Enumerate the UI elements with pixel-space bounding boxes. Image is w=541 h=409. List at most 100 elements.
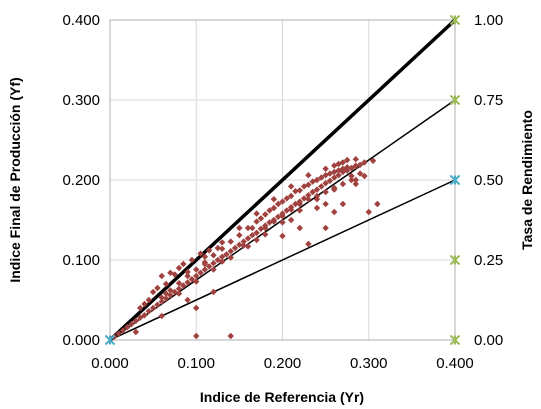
data-point <box>175 290 183 297</box>
data-point <box>197 269 204 276</box>
data-point <box>262 231 269 238</box>
data-point <box>223 251 230 258</box>
data-point <box>201 266 209 273</box>
x-tick-label: 0.000 <box>91 355 129 372</box>
data-points <box>111 156 381 340</box>
data-point <box>296 187 303 194</box>
y-tick-label: 0.200 <box>62 172 100 189</box>
data-point <box>167 292 174 299</box>
y-tick-label: 0.300 <box>62 92 100 109</box>
marker-point <box>449 254 461 266</box>
data-point <box>270 218 278 225</box>
data-point <box>253 218 260 225</box>
x-tick-label: 0.300 <box>350 355 388 372</box>
marker-point <box>449 174 461 186</box>
x-axis-title: Indice de Referencia (Yr) <box>200 389 364 405</box>
data-point <box>361 172 368 180</box>
data-point <box>292 200 299 208</box>
data-point <box>132 328 140 336</box>
data-point <box>257 215 265 222</box>
data-point <box>318 183 325 190</box>
data-point <box>249 224 256 232</box>
data-point <box>305 196 312 203</box>
data-point <box>128 320 135 328</box>
data-point <box>167 287 174 294</box>
data-point <box>193 332 200 340</box>
data-point <box>115 330 122 337</box>
data-point <box>361 159 368 166</box>
data-point <box>193 304 200 312</box>
data-point <box>322 180 329 187</box>
data-point <box>244 224 252 232</box>
data-point <box>231 244 239 252</box>
data-point <box>167 269 174 276</box>
data-point <box>210 266 217 273</box>
data-point <box>300 183 308 190</box>
data-point <box>249 232 256 239</box>
data-point <box>158 294 165 301</box>
data-point <box>331 168 338 176</box>
data-point <box>210 252 217 259</box>
data-point <box>154 284 161 292</box>
data-point <box>309 178 316 185</box>
data-point <box>352 180 360 188</box>
data-point <box>343 156 351 164</box>
y-axis-title: Indice Final de Producción (Yf) <box>7 77 23 282</box>
data-point <box>180 282 187 289</box>
data-point <box>253 236 260 244</box>
reference-line <box>109 179 456 341</box>
data-point <box>210 260 217 267</box>
data-point <box>343 164 351 171</box>
data-point <box>313 204 321 212</box>
marker-point <box>449 14 461 26</box>
data-point <box>149 288 157 296</box>
data-point <box>287 206 295 213</box>
data-point <box>287 183 295 190</box>
data-point <box>262 211 269 218</box>
data-point <box>331 174 338 181</box>
data-point <box>119 327 127 334</box>
data-point <box>331 208 338 216</box>
data-point <box>374 200 381 208</box>
data-point <box>193 272 200 280</box>
data-point <box>171 288 178 296</box>
data-point <box>300 195 308 202</box>
data-point <box>180 260 187 268</box>
data-point <box>149 304 157 312</box>
data-point <box>175 264 183 272</box>
data-point <box>145 308 153 315</box>
data-point <box>218 245 226 252</box>
data-point <box>141 312 148 319</box>
data-point <box>339 200 347 208</box>
data-point <box>356 161 364 168</box>
data-point <box>283 195 291 202</box>
data-point <box>158 312 165 320</box>
y2-tick-label: 1.00 <box>474 12 503 29</box>
data-point <box>214 244 222 252</box>
y-tick-label: 0.100 <box>62 252 100 269</box>
data-point <box>162 295 170 302</box>
data-point <box>158 272 165 280</box>
y-tick-label: 0.400 <box>62 12 100 29</box>
data-point <box>313 192 321 200</box>
data-point <box>214 256 222 264</box>
data-point <box>205 247 213 254</box>
data-point <box>322 224 329 232</box>
data-point <box>171 271 178 278</box>
data-point <box>326 170 334 177</box>
data-point <box>145 296 153 304</box>
y2-tick-label: 0.00 <box>474 332 503 349</box>
data-point <box>253 229 260 236</box>
data-point <box>218 258 226 265</box>
data-point <box>141 300 148 308</box>
data-point <box>331 184 338 192</box>
data-point <box>283 207 291 214</box>
data-point <box>305 192 312 199</box>
y2-axis-title: Tasa de Rendimiento <box>519 110 535 250</box>
data-point <box>162 290 170 297</box>
data-point <box>279 219 286 226</box>
data-point <box>322 165 329 172</box>
data-point <box>184 279 191 286</box>
data-point <box>205 263 213 270</box>
